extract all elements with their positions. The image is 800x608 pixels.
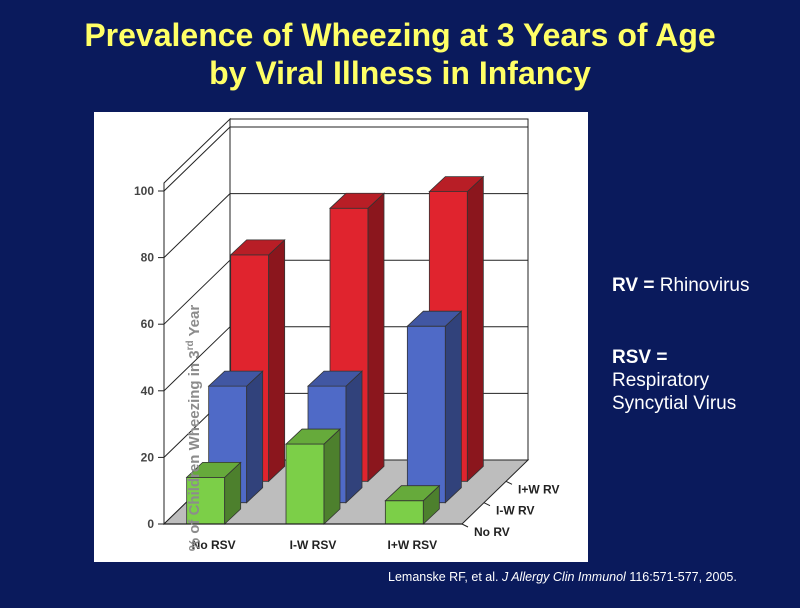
rsv-full-line-1: Respiratory [612, 370, 710, 391]
bar-top [384, 485, 441, 502]
citation-authors: Lemanske RF, et al. [388, 570, 499, 584]
rsv-full-line-2: Syncytial Virus [612, 393, 737, 414]
slide-title: Prevalence of Wheezing at 3 Years of Age… [0, 16, 800, 92]
depth-label: I-W RV [496, 504, 534, 518]
depth-tick-mark [505, 480, 513, 485]
bar-side [466, 175, 484, 483]
bar-top [406, 310, 463, 327]
y-axis-label: % of Children Wheezing in 3rd Year [185, 248, 207, 608]
rsv-definition: RSV = Respiratory Syncytial Virus [612, 346, 736, 415]
bar-front [384, 500, 424, 525]
bar-front [285, 443, 325, 525]
y-tick-label: 0 [147, 517, 154, 531]
y-axis-label-sup: rd [185, 340, 196, 351]
rsv-abbr: RSV = [612, 347, 668, 368]
citation: Lemanske RF, et al. J Allergy Clin Immun… [388, 570, 788, 584]
bar-side [345, 370, 363, 504]
bar-top [428, 176, 485, 193]
bar-side [246, 370, 264, 504]
depth-tick-mark [483, 502, 491, 507]
citation-details: 116:571-577, 2005. [629, 570, 737, 584]
bar-top [306, 370, 364, 387]
y-tick-label: 20 [141, 450, 155, 464]
y-tick-label: 100 [134, 184, 154, 198]
y-tick-label: 40 [141, 384, 155, 398]
gridline-side [163, 259, 231, 325]
bar-top [185, 461, 242, 478]
bar-side [367, 192, 385, 483]
title-line-2: by Viral Illness in Infancy [209, 55, 591, 91]
x-category-label: I+W RSV [387, 538, 437, 552]
y-axis-label-end: Year [186, 304, 203, 341]
bar-top [207, 370, 264, 387]
y-axis-label-main: % of Children Wheezing in 3 [186, 350, 203, 552]
bar-top [229, 239, 286, 256]
y-tick-label: 60 [141, 317, 155, 331]
depth-label: I+W RV [518, 482, 559, 496]
title-line-1: Prevalence of Wheezing at 3 Years of Age [84, 17, 716, 53]
chart-panel: 0 20 40 60 80 100 No RSV I-W RSV I+W RSV No RV I-W… [94, 112, 588, 562]
gridline-side [163, 326, 231, 392]
gridline-side [163, 193, 231, 258]
x-category-label: I-W RSV [290, 538, 337, 552]
citation-journal: J Allergy Clin Immunol [501, 570, 626, 584]
bar-side [444, 310, 462, 504]
depth-tick-mark [461, 523, 469, 528]
rv-full: Rhinovirus [659, 275, 750, 296]
depth-label: No RV [474, 525, 510, 539]
bar-front [406, 325, 446, 504]
bar-side [323, 428, 341, 525]
gridline-side [163, 126, 231, 192]
rv-abbr: RV = [612, 275, 655, 296]
bar-top [284, 428, 342, 445]
rv-definition: RV = Rhinovirus [612, 274, 749, 297]
y-tick-label: 80 [141, 251, 155, 265]
bar-top [328, 192, 386, 209]
x-category-label: No RSV [192, 538, 236, 552]
bar-side [268, 238, 286, 483]
wheezing-3d-bar-chart: 0 20 40 60 80 100 No RSV I-W RSV I+W RSV No RV I-W… [134, 117, 559, 552]
